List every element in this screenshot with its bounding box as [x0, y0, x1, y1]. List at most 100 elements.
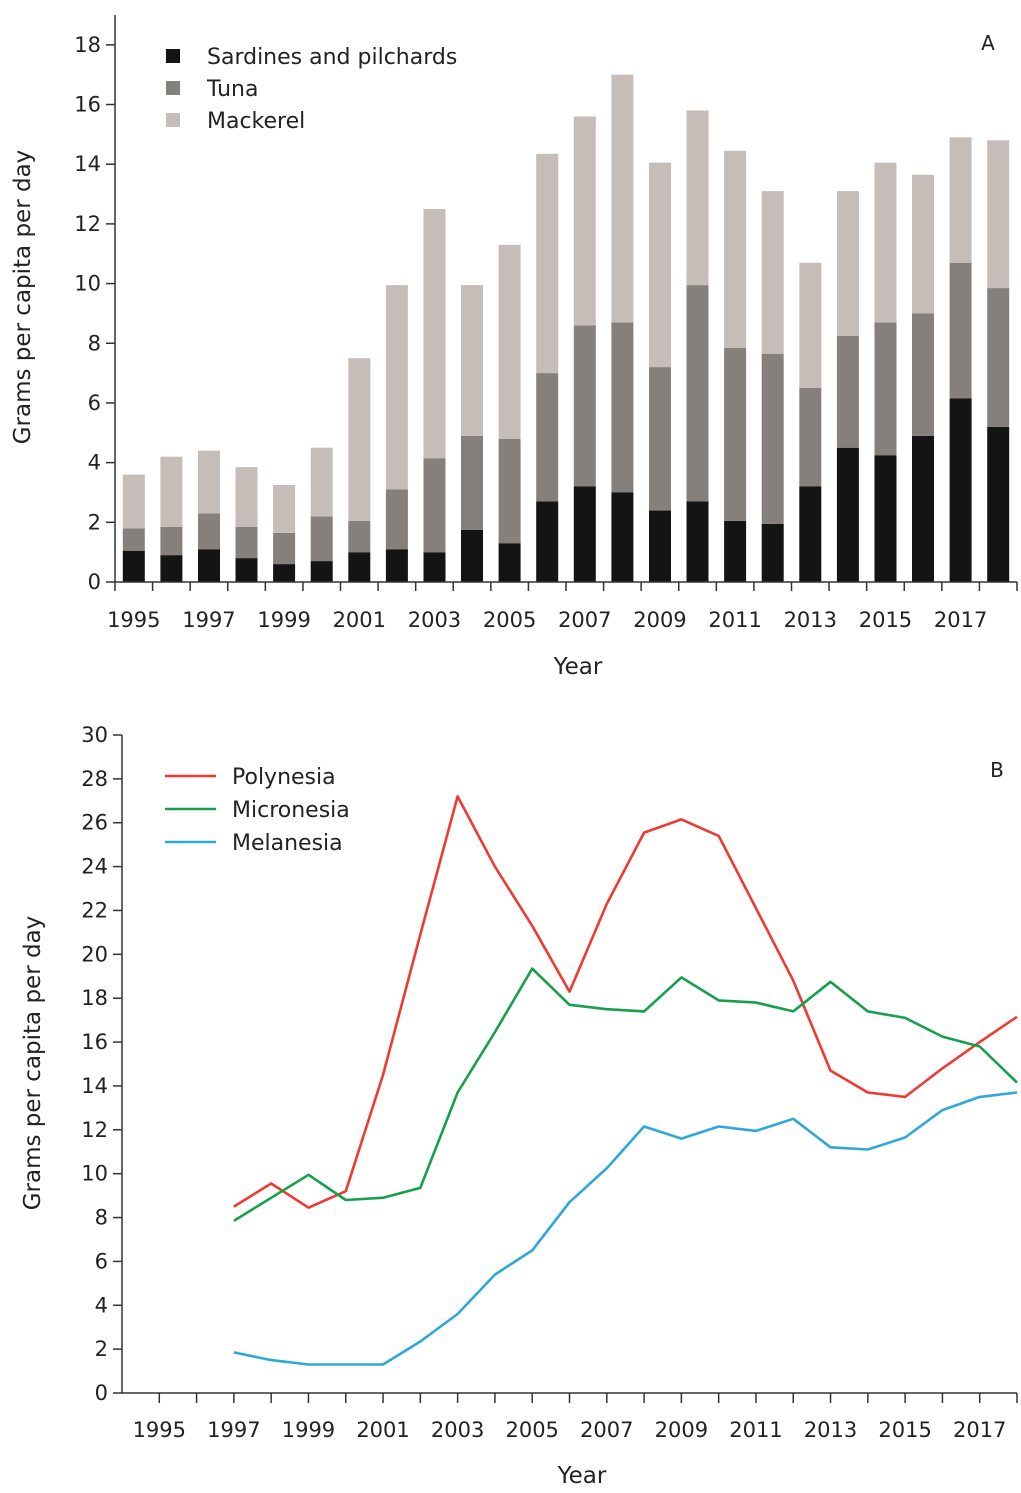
- bar-tuna-2000: [310, 516, 333, 562]
- bar-sardines-and-pilchards-2012: [761, 523, 784, 582]
- bar-sardines-and-pilchards-2010: [686, 501, 709, 582]
- y-tick-label-8: 8: [95, 1206, 108, 1230]
- bar-mackerel-2009: [649, 162, 671, 368]
- bar-mackerel-2011: [724, 150, 747, 348]
- legend-label-sardines-and-pilchards: Sardines and pilchards: [207, 45, 457, 70]
- bar-tuna-2004: [461, 435, 483, 530]
- y-tick-label-30: 30: [81, 723, 108, 747]
- bar-sardines-and-pilchards-2017: [949, 398, 972, 582]
- bar-tuna-1996: [160, 526, 183, 556]
- legend-label-melanesia: Melanesia: [232, 831, 343, 856]
- bar-tuna-1998: [235, 526, 258, 559]
- y-tick-label-14: 14: [81, 1074, 108, 1098]
- x-tick-label-2005: 2005: [483, 608, 536, 632]
- bar-tuna-2003: [423, 458, 446, 553]
- y-tick-label-14: 14: [74, 152, 101, 176]
- bar-sardines-and-pilchards-1995: [122, 550, 145, 582]
- bar-sardines-and-pilchards-2016: [912, 435, 934, 582]
- x-tick-label-2001: 2001: [356, 1418, 409, 1442]
- bar-tuna-2013: [799, 388, 822, 487]
- bar-sardines-and-pilchards-2009: [649, 510, 671, 582]
- panel-b-legend: Polynesia Micronesia Melanesia: [165, 765, 350, 856]
- bar-tuna-2006: [536, 373, 559, 502]
- bar-mackerel-2015: [874, 162, 897, 323]
- bar-sardines-and-pilchards-2008: [611, 492, 634, 582]
- x-tick-label-2005: 2005: [505, 1418, 558, 1442]
- bar-mackerel-2004: [461, 285, 483, 436]
- x-tick-label-2011: 2011: [708, 608, 761, 632]
- bar-sardines-and-pilchards-2018: [987, 426, 1010, 582]
- y-tick-label-18: 18: [74, 33, 101, 57]
- x-tick-label-1995: 1995: [133, 1418, 186, 1442]
- y-tick-label-6: 6: [88, 391, 101, 415]
- y-tick-label-2: 2: [88, 510, 101, 534]
- series-line-micronesia: [233, 967, 1018, 1222]
- bar-tuna-1997: [198, 513, 220, 550]
- x-tick-label-2015: 2015: [859, 608, 912, 632]
- bar-mackerel-2013: [799, 262, 822, 388]
- bar-mackerel-2001: [348, 358, 371, 521]
- bar-sardines-and-pilchards-1998: [235, 558, 258, 582]
- x-tick-label-2003: 2003: [431, 1418, 484, 1442]
- bar-mackerel-1995: [122, 474, 145, 529]
- bar-tuna-2002: [385, 489, 408, 550]
- x-tick-label-1999: 1999: [282, 1418, 335, 1442]
- x-tick-label-2017: 2017: [934, 608, 987, 632]
- bar-mackerel-2012: [761, 191, 784, 354]
- panel-b-x-axis-title: Year: [557, 1463, 607, 1489]
- legend-label-micronesia: Micronesia: [232, 798, 350, 823]
- bar-mackerel-2007: [573, 116, 596, 326]
- bar-tuna-2015: [874, 322, 897, 456]
- y-tick-label-20: 20: [81, 942, 108, 966]
- x-tick-label-1999: 1999: [257, 608, 310, 632]
- bar-tuna-2012: [761, 353, 784, 524]
- bar-sardines-and-pilchards-2002: [385, 549, 408, 582]
- bar-sardines-and-pilchards-2004: [461, 529, 483, 582]
- y-tick-label-12: 12: [81, 1118, 108, 1142]
- bar-mackerel-2000: [310, 447, 333, 517]
- y-tick-label-4: 4: [88, 451, 101, 475]
- panel-a-bar-chart: 0 2 4 6 8 10 12 14 16 18 1995 1997 1999 2001 2003 2005…: [10, 15, 1018, 680]
- bar-mackerel-2014: [836, 191, 859, 336]
- x-tick-label-1997: 1997: [182, 608, 235, 632]
- y-tick-label-4: 4: [95, 1293, 108, 1317]
- bar-tuna-2010: [686, 285, 709, 502]
- bar-tuna-2009: [649, 367, 671, 511]
- bar-sardines-and-pilchards-2000: [310, 561, 333, 582]
- bar-tuna-1999: [273, 532, 296, 565]
- legend-label-polynesia: Polynesia: [232, 765, 336, 790]
- y-tick-label-0: 0: [95, 1381, 108, 1405]
- bar-mackerel-2008: [611, 74, 634, 323]
- x-tick-label-1997: 1997: [207, 1418, 260, 1442]
- x-tick-label-2007: 2007: [580, 1418, 633, 1442]
- bar-mackerel-2018: [987, 140, 1010, 288]
- bar-sardines-and-pilchards-2011: [724, 520, 747, 582]
- panel-a-legend: Sardines and pilchards Tuna Mackerel: [166, 45, 457, 134]
- y-tick-label-10: 10: [81, 1162, 108, 1186]
- panel-b-label: B: [990, 758, 1004, 782]
- legend-swatch-tuna: [166, 81, 180, 95]
- x-tick-label-2017: 2017: [953, 1418, 1006, 1442]
- panel-a-x-axis-title: Year: [553, 654, 603, 680]
- legend-label-mackerel: Mackerel: [207, 109, 305, 134]
- x-tick-label-2009: 2009: [633, 608, 686, 632]
- legend-label-tuna: Tuna: [206, 77, 258, 102]
- bar-mackerel-1996: [160, 456, 183, 527]
- y-tick-label-10: 10: [74, 272, 101, 296]
- x-tick-label-2001: 2001: [333, 608, 386, 632]
- bar-mackerel-2006: [536, 153, 559, 374]
- panel-a-x-axis: 1995 1997 1999 2001 2003 2005 2007 2009 2011 2013…: [107, 581, 1018, 632]
- bar-mackerel-1997: [198, 450, 220, 514]
- series-line-melanesia: [233, 1091, 1018, 1366]
- y-tick-label-0: 0: [88, 570, 101, 594]
- bar-sardines-and-pilchards-1996: [160, 555, 183, 582]
- y-tick-label-16: 16: [74, 93, 101, 117]
- bar-mackerel-2010: [686, 110, 709, 286]
- bar-tuna-2008: [611, 322, 634, 493]
- panel-a-y-axis: 0 2 4 6 8 10 12 14 16 18: [74, 15, 116, 594]
- y-tick-label-24: 24: [81, 855, 108, 879]
- bar-tuna-2011: [724, 347, 747, 521]
